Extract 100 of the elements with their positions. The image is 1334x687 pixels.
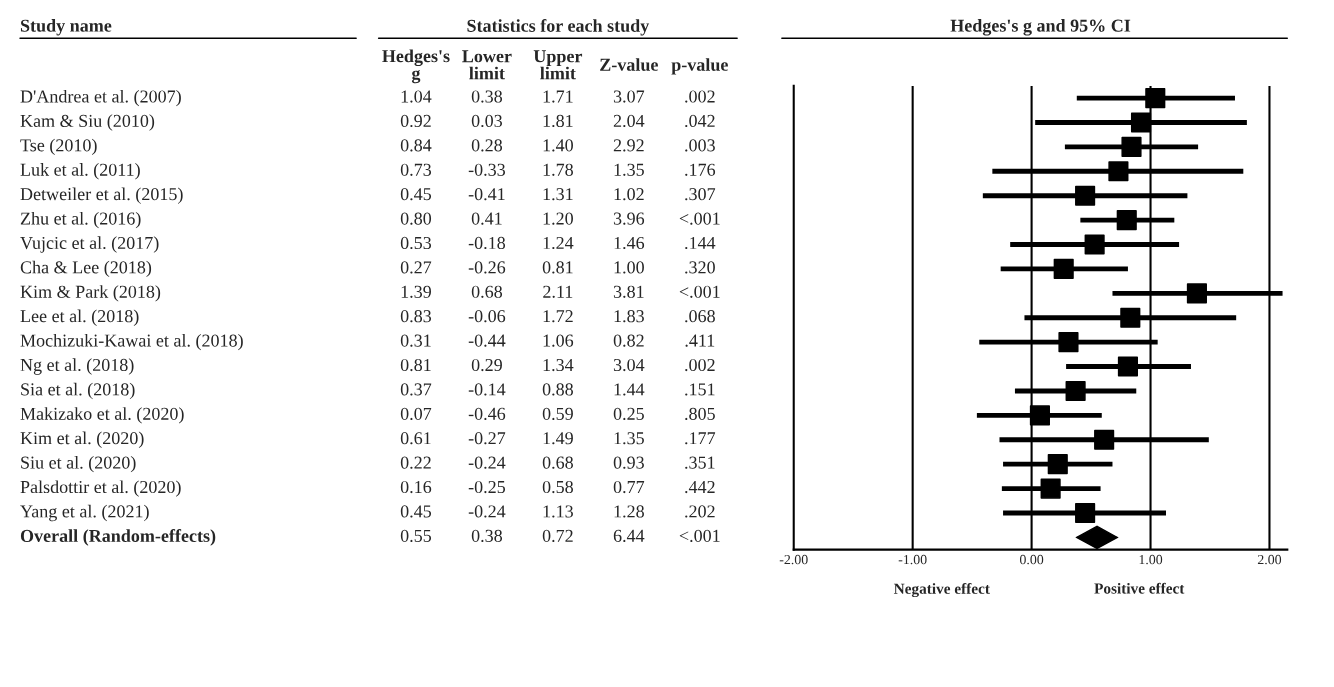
text: 0.80 [400, 212, 432, 225]
text: 0.03 [471, 114, 502, 128]
text: 0.92 [400, 114, 431, 128]
text: .805 [685, 407, 715, 420]
text: 0.45 [400, 188, 432, 201]
text: 1.78 [543, 163, 573, 176]
text: 0.58 [542, 480, 573, 494]
category-label: Siu et al. (2020) [21, 455, 136, 473]
category-label: Hedges's g [382, 49, 450, 84]
text: 1.28 [614, 505, 644, 518]
text: 1.06 [543, 334, 574, 347]
text: -0.26 [468, 261, 506, 274]
category-label: Zhu et al. (2016) [20, 211, 141, 229]
text: <.001 [679, 285, 720, 298]
text: .002 [685, 358, 715, 372]
text: 0.38 [471, 90, 503, 103]
text: .177 [685, 432, 716, 445]
text: -0.18 [468, 236, 506, 250]
text: 0.16 [400, 480, 432, 494]
category-label: Cha & Lee (2018) [20, 260, 152, 278]
category-label: Lower limit [462, 50, 512, 80]
text: 0.88 [542, 383, 573, 396]
text: .151 [685, 383, 715, 396]
category-label: Lee et al. (2018) [20, 309, 139, 326]
category-label: Palsdottir et al. (2020) [20, 480, 181, 497]
text: -0.44 [468, 334, 506, 347]
text: 1.35 [614, 432, 644, 445]
category-label: Tse (2010) [20, 138, 97, 156]
text: 1.35 [614, 163, 644, 176]
text: 1.72 [543, 310, 573, 323]
text: .442 [685, 480, 715, 494]
text: 1.04 [401, 90, 432, 103]
text: .068 [685, 310, 715, 323]
text: -0.41 [468, 188, 505, 201]
text: 1.24 [543, 236, 574, 250]
text: 0.38 [471, 529, 503, 542]
text: 1.81 [543, 114, 573, 128]
text: 1.00 [614, 261, 644, 274]
text: 1.39 [401, 285, 431, 298]
text: 0.59 [542, 407, 573, 420]
text: Negative effect [893, 582, 990, 598]
text: 1.20 [543, 212, 573, 225]
text: .003 [685, 139, 715, 152]
category-label: Z-value [600, 58, 658, 71]
category-label: Makizako et al. (2020) [20, 407, 184, 424]
x-tick-label: -2.00 [779, 554, 808, 565]
text: 1.31 [543, 188, 573, 201]
text: .176 [685, 163, 716, 176]
category-label: Yang et al. (2021) [20, 504, 149, 522]
text: 1.44 [614, 383, 645, 396]
text: .307 [685, 188, 716, 201]
chart-title: Hedges's g and 95% CI [950, 19, 1131, 36]
text: 1.13 [543, 505, 573, 518]
text: -0.27 [468, 432, 506, 445]
text: 6.44 [613, 529, 645, 542]
text: 1.83 [614, 310, 644, 323]
text: <.001 [679, 529, 720, 542]
text: 0.41 [471, 212, 502, 225]
category-label: Sia et al. (2018) [21, 382, 135, 400]
text: 0.31 [400, 334, 431, 347]
text: 0.22 [400, 456, 431, 469]
text: 1.02 [614, 188, 644, 201]
text: 0.55 [400, 529, 432, 542]
category-label: Vujcic et al. (2017) [20, 236, 159, 253]
text: 3.96 [613, 212, 645, 225]
category-label: Kim & Park (2018) [20, 285, 161, 302]
text: 0.93 [613, 456, 644, 469]
text: 0.45 [400, 505, 432, 518]
category-label: Detweiler et al. (2015) [20, 187, 183, 204]
text: 2.11 [543, 285, 573, 298]
text: 3.04 [613, 358, 645, 372]
text: 0.68 [471, 285, 503, 298]
category-label: Ng et al. (2018) [20, 358, 134, 375]
text: 0.53 [400, 236, 432, 250]
text: .320 [685, 261, 715, 274]
text: 0.72 [542, 529, 573, 542]
text: -0.14 [468, 383, 506, 396]
category-label: Study name [20, 19, 112, 36]
text: <.001 [679, 212, 720, 225]
category-label: Kim et al. (2020) [20, 431, 144, 448]
x-tick-label: -1.00 [898, 554, 927, 565]
category-label: D'Andrea et al. (2007) [20, 89, 181, 107]
text: 1.49 [543, 432, 573, 445]
text: Positive effect [1094, 582, 1185, 594]
category-label: Upper limit [533, 50, 583, 80]
text: 1.34 [543, 358, 574, 372]
text: 2.04 [613, 114, 645, 128]
text: 0.82 [613, 334, 644, 347]
text: 3.81 [613, 285, 644, 298]
category-label: Kam & Siu (2010) [20, 114, 155, 131]
text: 0.37 [400, 383, 432, 396]
text: 2.92 [613, 139, 644, 152]
text: 0.81 [542, 261, 573, 274]
text: 0.29 [471, 358, 502, 372]
text: -0.33 [468, 163, 506, 176]
text: 0.25 [613, 407, 644, 420]
category-label: p-value [671, 58, 728, 75]
text: .202 [685, 505, 715, 518]
x-tick-label: 2.00 [1257, 554, 1282, 565]
category-label: Overall (Random-effects) [20, 529, 216, 546]
